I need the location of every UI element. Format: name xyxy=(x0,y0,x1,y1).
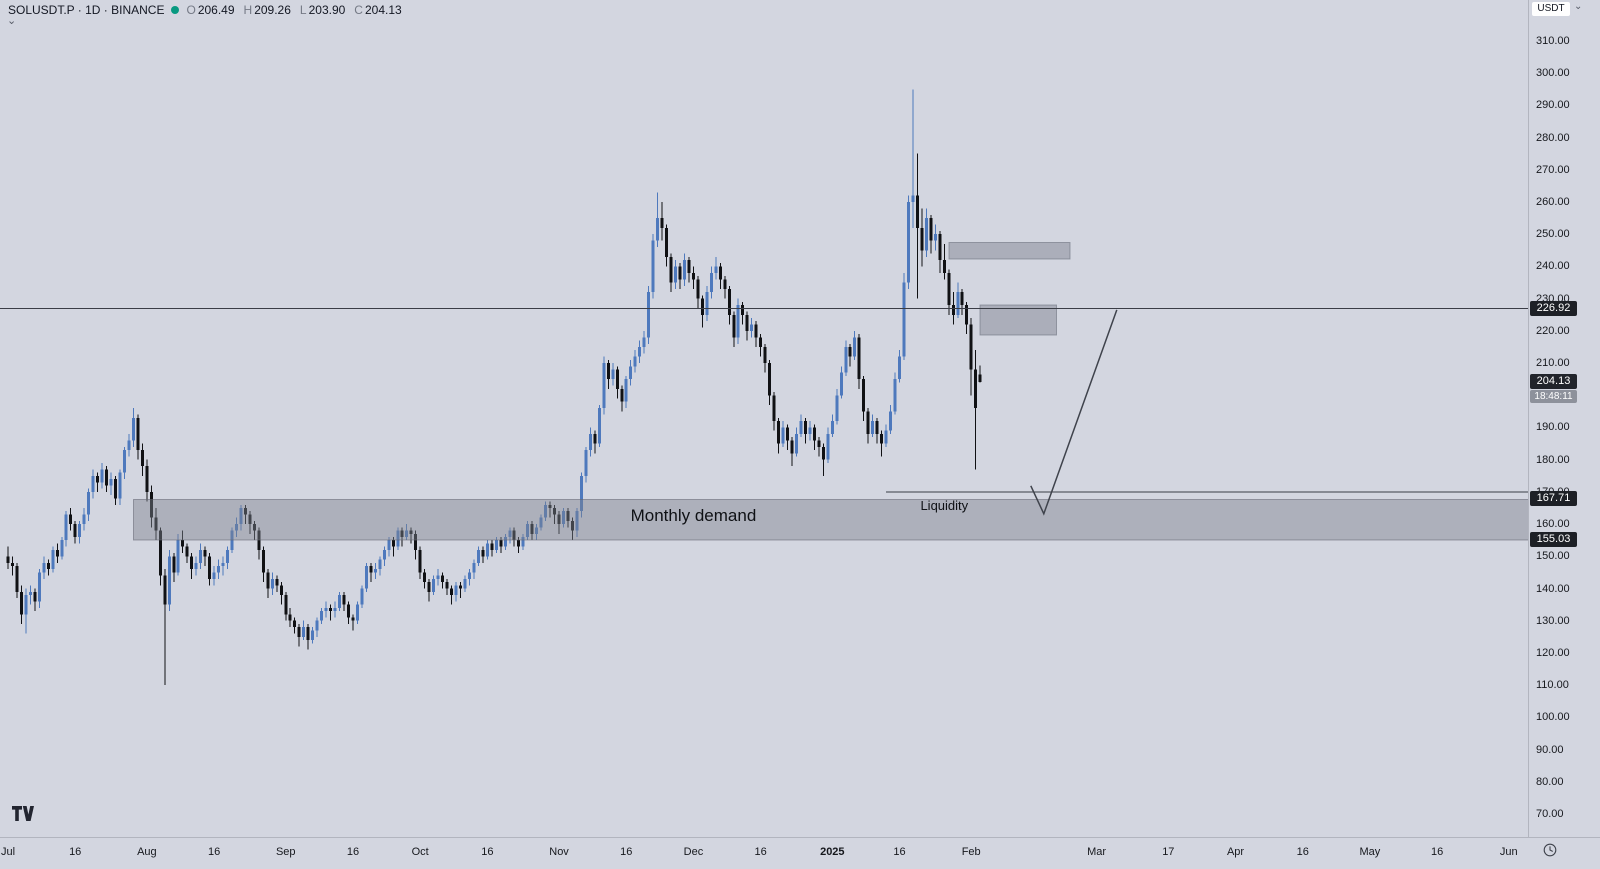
ohlc-close-value: 204.13 xyxy=(364,3,402,17)
time-tick-label: 16 xyxy=(754,846,767,858)
candlestick-series xyxy=(6,89,982,686)
supply-box-lower[interactable] xyxy=(979,304,1057,336)
price-tick-label: 70.00 xyxy=(1536,807,1564,820)
time-tick-label: 16 xyxy=(481,846,494,858)
time-axis[interactable]: Jul 16 Aug 16 Sep 16 Oct 16 Nov 16 Dec 16 2025 16 Feb M… xyxy=(0,837,1600,869)
price-tick-label: 160.00 xyxy=(1536,518,1570,531)
timezone-clock-icon[interactable] xyxy=(1543,843,1557,862)
time-tick-label: Apr xyxy=(1226,846,1245,858)
price-tick-label: 220.00 xyxy=(1536,324,1570,337)
time-tick-label: 16 xyxy=(69,846,82,858)
time-tick-label: Jul xyxy=(0,846,16,858)
time-tick-label: May xyxy=(1359,846,1381,858)
price-tick-label: 130.00 xyxy=(1536,614,1570,627)
time-tick-label: Aug xyxy=(137,846,157,858)
time-tick-label: 16 xyxy=(620,846,633,858)
price-tick-label: 260.00 xyxy=(1536,196,1570,209)
liquidity-label[interactable]: Liquidity xyxy=(920,498,968,513)
price-tick-label: 210.00 xyxy=(1536,357,1570,370)
price-tick-label: 250.00 xyxy=(1536,228,1570,241)
time-tick-label: 16 xyxy=(1430,846,1444,858)
time-tick-label: Dec xyxy=(683,846,704,858)
price-tick-label: 140.00 xyxy=(1536,582,1570,595)
time-tick-label: Jun xyxy=(1499,846,1518,858)
price-tick-label: 90.00 xyxy=(1536,743,1564,756)
currency-dropdown-icon[interactable]: ⌄ xyxy=(1574,1,1583,12)
time-tick-label: 16 xyxy=(207,846,221,858)
monthly-demand-zone[interactable] xyxy=(132,498,1528,541)
chart-canvas[interactable]: Monthly demand Liquidity xyxy=(0,0,1528,837)
ohlc-close-label: C xyxy=(354,3,363,17)
time-tick-label: 2025 xyxy=(820,846,845,858)
projection-line[interactable] xyxy=(1030,309,1118,516)
time-tick-label: Oct xyxy=(411,846,429,858)
price-tick-label: 240.00 xyxy=(1536,260,1570,273)
ohlc-open-value: 206.49 xyxy=(197,3,235,17)
price-level-tag: 226.92 xyxy=(1530,300,1577,316)
price-tick-label: 310.00 xyxy=(1536,35,1570,47)
price-tick-label: 80.00 xyxy=(1536,775,1564,788)
market-status-icon xyxy=(171,6,180,14)
price-tick-label: 280.00 xyxy=(1536,131,1570,144)
currency-toggle-button[interactable]: USDT xyxy=(1532,2,1570,16)
time-tick-label: Mar xyxy=(1087,846,1107,858)
ohlc-high-label: H xyxy=(243,3,253,17)
time-tick-label: 16 xyxy=(893,846,906,858)
price-tick-label: 300.00 xyxy=(1536,67,1570,80)
tradingview-logo[interactable] xyxy=(12,806,34,827)
price-tick-label: 120.00 xyxy=(1536,646,1570,659)
price-tick-label: 100.00 xyxy=(1536,711,1570,724)
price-axis[interactable]: USDT ⌄ 70.00 80.00 90.00 100.00 110.00 120.00… xyxy=(1528,0,1600,837)
price-tick-label: 290.00 xyxy=(1536,99,1570,112)
price-tick-label: 180.00 xyxy=(1536,453,1570,466)
time-tick-label: Sep xyxy=(275,846,296,858)
ohlc-low-value: 203.90 xyxy=(308,3,346,17)
time-tick-label: Nov xyxy=(549,846,569,858)
price-tick-label: 190.00 xyxy=(1536,421,1570,434)
symbol-title[interactable]: SOLUSDT.P · 1D · BINANCE xyxy=(8,3,165,17)
symbol-legend[interactable]: SOLUSDT.P · 1D · BINANCE O 206.49 H 209.26… xyxy=(8,2,402,18)
ohlc-open-label: O xyxy=(186,3,196,17)
time-tick-label: Feb xyxy=(961,846,981,858)
ohlc-low-label: L xyxy=(299,3,307,17)
current-price-tag: 204.13 xyxy=(1530,373,1577,389)
ohlc-values: O 206.49 H 209.26 L 203.90 C 204.13 xyxy=(186,3,401,17)
time-tick-label: 16 xyxy=(346,846,360,858)
price-tick-label: 150.00 xyxy=(1536,550,1570,563)
price-tick-label: 110.00 xyxy=(1536,679,1569,692)
ohlc-high-value: 209.26 xyxy=(254,3,291,17)
legend-collapse-chevron-icon[interactable]: ⌄ xyxy=(7,15,17,27)
price-tick-label: 270.00 xyxy=(1536,163,1570,176)
time-tick-label: 16 xyxy=(1296,846,1309,858)
time-tick-label: 17 xyxy=(1162,846,1175,858)
monthly-demand-label[interactable]: Monthly demand xyxy=(631,506,757,525)
price-level-tag: 155.03 xyxy=(1530,532,1577,548)
price-level-tag: 167.71 xyxy=(1530,491,1577,507)
supply-box-upper[interactable] xyxy=(948,241,1071,260)
bar-countdown-timer: 18:48:11 xyxy=(1530,389,1577,403)
